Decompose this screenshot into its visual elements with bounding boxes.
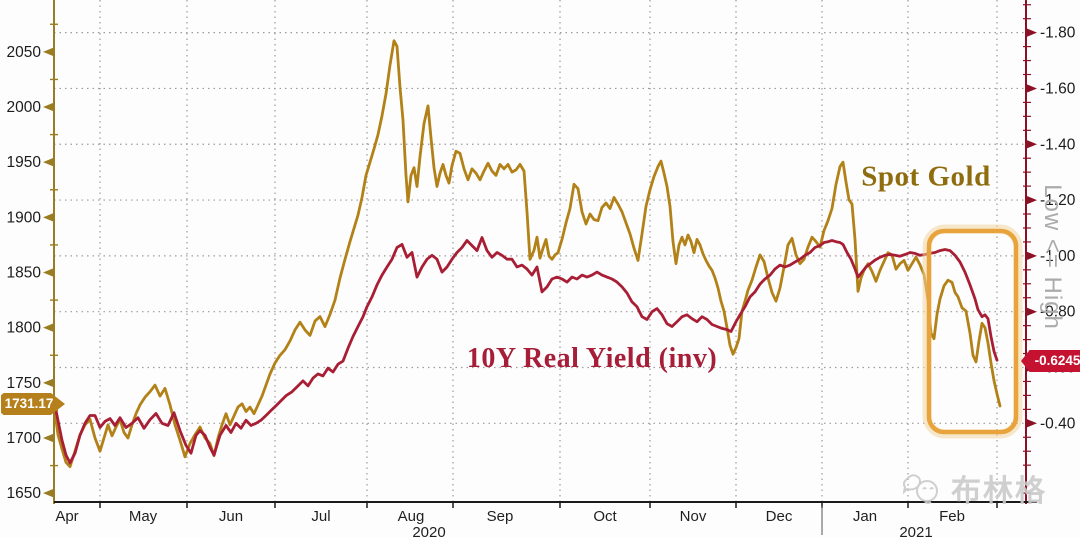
real-yield-series-label: 10Y Real Yield (inv) [466, 343, 718, 374]
yield-last-value-badge: -0.6245 [1021, 350, 1080, 372]
month-label-aug: Aug [397, 508, 425, 525]
right-tick-arrow [1026, 418, 1037, 428]
left-tick-arrow [43, 102, 54, 112]
month-label-apr: Apr [55, 508, 79, 525]
right-tick-label: -1.00 [1040, 248, 1076, 265]
left-tick-label: 1850 [7, 265, 42, 282]
month-label-jun: Jun [218, 508, 244, 525]
right-tick-arrow [1026, 139, 1037, 149]
left-tick-arrow [43, 488, 54, 498]
left-tick-arrow [43, 433, 54, 443]
watermark: 布林格 [903, 466, 1047, 510]
year-label-2021: 2021 [899, 524, 933, 537]
left-tick-arrow [43, 47, 54, 57]
left-tick-label: 2000 [7, 99, 42, 116]
spot-gold-line [52, 39, 1002, 469]
right-tick-arrow [1026, 251, 1037, 261]
year-label-2020: 2020 [412, 524, 446, 537]
left-tick-arrow [43, 323, 54, 333]
right-tick-arrow [1026, 28, 1037, 38]
right-tick-label: -1.40 [1040, 136, 1076, 153]
left-tick-label: 1800 [7, 320, 42, 337]
watermark-text: 布林格 [951, 475, 1047, 508]
month-label-nov: Nov [679, 508, 707, 525]
left-tick-label: 1750 [7, 375, 42, 392]
right-tick-label: -1.60 [1040, 80, 1076, 97]
left-tick-label: 1900 [7, 209, 42, 226]
month-label-jul: Jul [311, 508, 331, 525]
month-label-oct: Oct [593, 508, 617, 525]
left-tick-label: 1650 [7, 485, 42, 502]
right-tick-arrow [1026, 307, 1037, 317]
month-label-may: May [128, 508, 158, 525]
right-axis-direction-note: Low <= High [1039, 184, 1066, 330]
left-tick-arrow [43, 378, 54, 388]
right-tick-label: -1.80 [1040, 25, 1076, 42]
month-label-sep: Sep [486, 508, 514, 525]
left-tick-arrow [43, 212, 54, 222]
left-tick-arrow [43, 268, 54, 278]
right-tick-label: -1.20 [1040, 192, 1076, 209]
left-tick-label: 2050 [7, 44, 42, 61]
month-label-dec: Dec [765, 508, 793, 525]
left-tick-label: 1950 [7, 154, 42, 171]
recent-divergence-highlight-box [926, 228, 1019, 435]
left-tick-arrow [43, 157, 54, 167]
spot-gold-series-label: Spot Gold [861, 160, 991, 193]
real-yield-line [52, 236, 999, 465]
right-tick-arrow [1026, 83, 1037, 93]
right-tick-arrow [1026, 195, 1037, 205]
left-tick-label: 1700 [7, 430, 42, 447]
month-label-feb: Feb [939, 508, 965, 525]
chat-faces-icon [903, 474, 938, 504]
right-tick-label: -0.80 [1040, 304, 1076, 321]
month-label-jan: Jan [852, 508, 878, 525]
gold-last-price-badge: 1731.17 [1, 393, 65, 415]
right-tick-label: -0.40 [1040, 415, 1076, 432]
highlight-box-glow [922, 224, 1023, 439]
